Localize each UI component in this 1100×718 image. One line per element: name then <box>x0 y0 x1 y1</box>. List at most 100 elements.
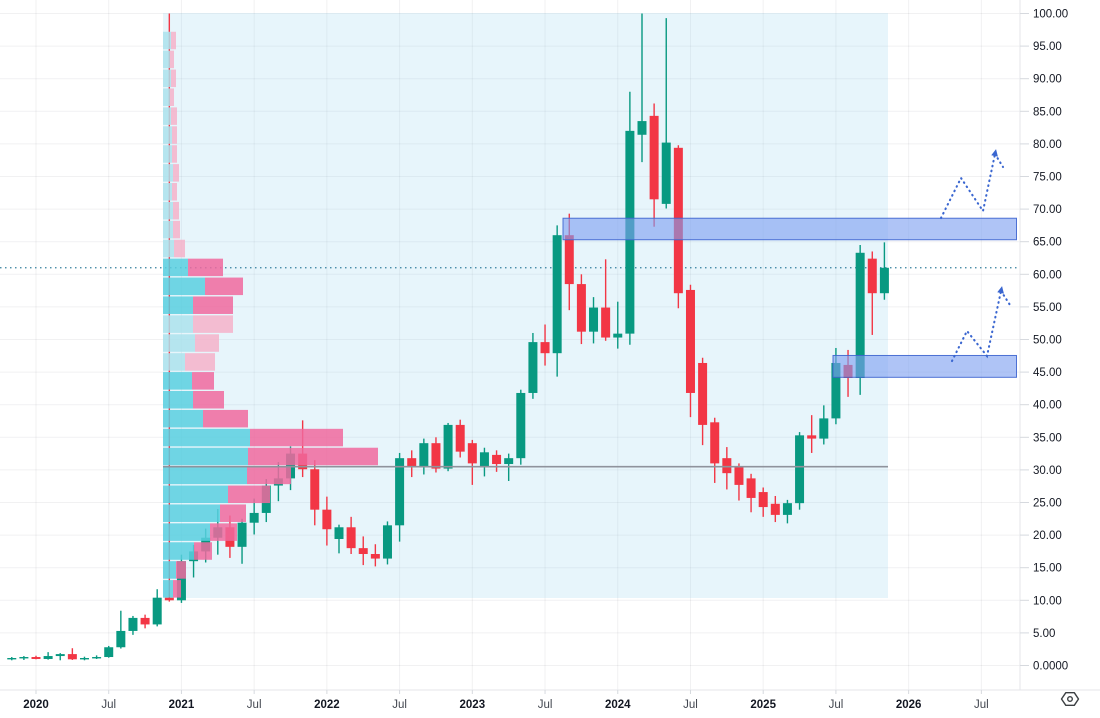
candle[interactable] <box>758 487 768 517</box>
candle[interactable] <box>31 655 41 660</box>
profile-row-sell <box>220 504 246 522</box>
hexagon-logo-icon[interactable] <box>1060 692 1080 706</box>
candle[interactable] <box>649 103 659 227</box>
candle[interactable] <box>528 332 538 399</box>
candle[interactable] <box>698 357 708 446</box>
profile-row-sell <box>170 88 174 106</box>
candle[interactable] <box>601 259 611 341</box>
candle[interactable] <box>249 498 259 535</box>
profile-row-sell <box>194 542 212 560</box>
candle-body <box>467 443 477 464</box>
candle[interactable] <box>19 656 29 660</box>
price-zones[interactable] <box>562 217 1017 378</box>
candle[interactable] <box>710 417 720 483</box>
time-axis-labels[interactable]: 2020 Jul 2021 Jul 2022 Jul 2023 Jul 2024 Jul 2025 J… <box>23 690 989 711</box>
profile-row-buy <box>163 466 247 485</box>
time-axis-pane[interactable] <box>0 690 1100 718</box>
candle-body <box>382 525 392 559</box>
candle[interactable] <box>322 496 332 546</box>
candle-body <box>152 597 162 625</box>
candle[interactable] <box>128 615 138 635</box>
candles-series[interactable] <box>7 13 889 661</box>
candle[interactable] <box>334 524 344 554</box>
candle[interactable] <box>237 518 247 564</box>
candle[interactable] <box>7 657 17 661</box>
candle[interactable] <box>867 251 877 335</box>
candle[interactable] <box>661 18 671 209</box>
profile-row-buy <box>163 504 220 522</box>
volume-profile[interactable] <box>163 31 378 598</box>
candle-body <box>7 658 17 660</box>
projection-arrows[interactable] <box>939 149 1012 363</box>
candle[interactable] <box>140 614 150 629</box>
candle[interactable] <box>407 450 417 478</box>
candle[interactable] <box>419 438 429 475</box>
candle[interactable] <box>479 447 489 477</box>
price-tick-label: 50.00 <box>1033 335 1062 347</box>
candle[interactable] <box>795 432 805 510</box>
candle[interactable] <box>358 536 368 566</box>
candle[interactable] <box>685 284 695 418</box>
candle[interactable] <box>79 656 89 661</box>
candle-body <box>358 548 368 555</box>
profile-row-buy <box>163 145 172 163</box>
candle-body <box>346 527 356 549</box>
axis-settings-icon[interactable] <box>1060 692 1080 706</box>
candle-body <box>516 392 526 459</box>
candle[interactable] <box>613 301 623 349</box>
candle[interactable] <box>467 439 477 485</box>
projection-arrow-lower[interactable] <box>950 286 1012 363</box>
candle-body <box>479 452 489 468</box>
candle[interactable] <box>67 648 77 660</box>
profile-row-sell <box>173 580 181 598</box>
candle[interactable] <box>443 422 453 472</box>
profile-row-sell <box>228 485 270 504</box>
candle[interactable] <box>55 653 65 661</box>
candle[interactable] <box>492 450 502 472</box>
candle[interactable] <box>589 297 599 344</box>
price-axis-pane[interactable] <box>1020 0 1100 718</box>
candle[interactable] <box>116 610 126 649</box>
candle[interactable] <box>552 225 562 377</box>
profile-row-sell <box>174 239 185 258</box>
candle[interactable] <box>43 652 53 660</box>
candle[interactable] <box>395 452 405 542</box>
projection-arrow-upper[interactable] <box>939 149 1005 220</box>
candle[interactable] <box>540 324 550 366</box>
profile-row-sell <box>193 391 224 409</box>
candle[interactable] <box>382 521 392 565</box>
profile-row-buy <box>163 69 171 88</box>
time-tick-label: 2022 <box>314 699 340 711</box>
candle[interactable] <box>104 645 114 658</box>
candle[interactable] <box>734 463 744 501</box>
profile-row-sell <box>172 126 177 144</box>
candle[interactable] <box>879 242 889 300</box>
candle[interactable] <box>722 447 732 490</box>
candle[interactable] <box>807 415 817 453</box>
candle[interactable] <box>152 589 162 627</box>
profile-row-buy <box>163 88 170 106</box>
candle-body <box>879 267 889 294</box>
candle[interactable] <box>346 516 356 555</box>
time-tick-label: 2023 <box>460 699 486 711</box>
candle[interactable] <box>770 495 780 523</box>
price-axis-labels[interactable]: 100.00 95.00 90.00 85.00 80.00 75.00 70.00 65.0… <box>1020 9 1068 673</box>
candle[interactable] <box>819 405 829 445</box>
price-tick-label: 75.00 <box>1033 172 1062 184</box>
candle[interactable] <box>576 274 586 345</box>
candle[interactable] <box>92 655 102 659</box>
candle[interactable] <box>637 13 647 163</box>
price-tick-label: 35.00 <box>1033 432 1062 444</box>
supply-zone-upper[interactable] <box>562 217 1017 241</box>
candle[interactable] <box>455 419 465 458</box>
candle-body <box>661 142 671 204</box>
candle[interactable] <box>370 544 380 567</box>
demand-zone-lower[interactable] <box>832 354 1017 378</box>
candle[interactable] <box>516 389 526 465</box>
candle[interactable] <box>782 499 792 524</box>
candle[interactable] <box>746 473 756 513</box>
time-tick-label: Jul <box>538 699 553 711</box>
candle-body <box>770 503 780 515</box>
candle[interactable] <box>310 460 320 526</box>
